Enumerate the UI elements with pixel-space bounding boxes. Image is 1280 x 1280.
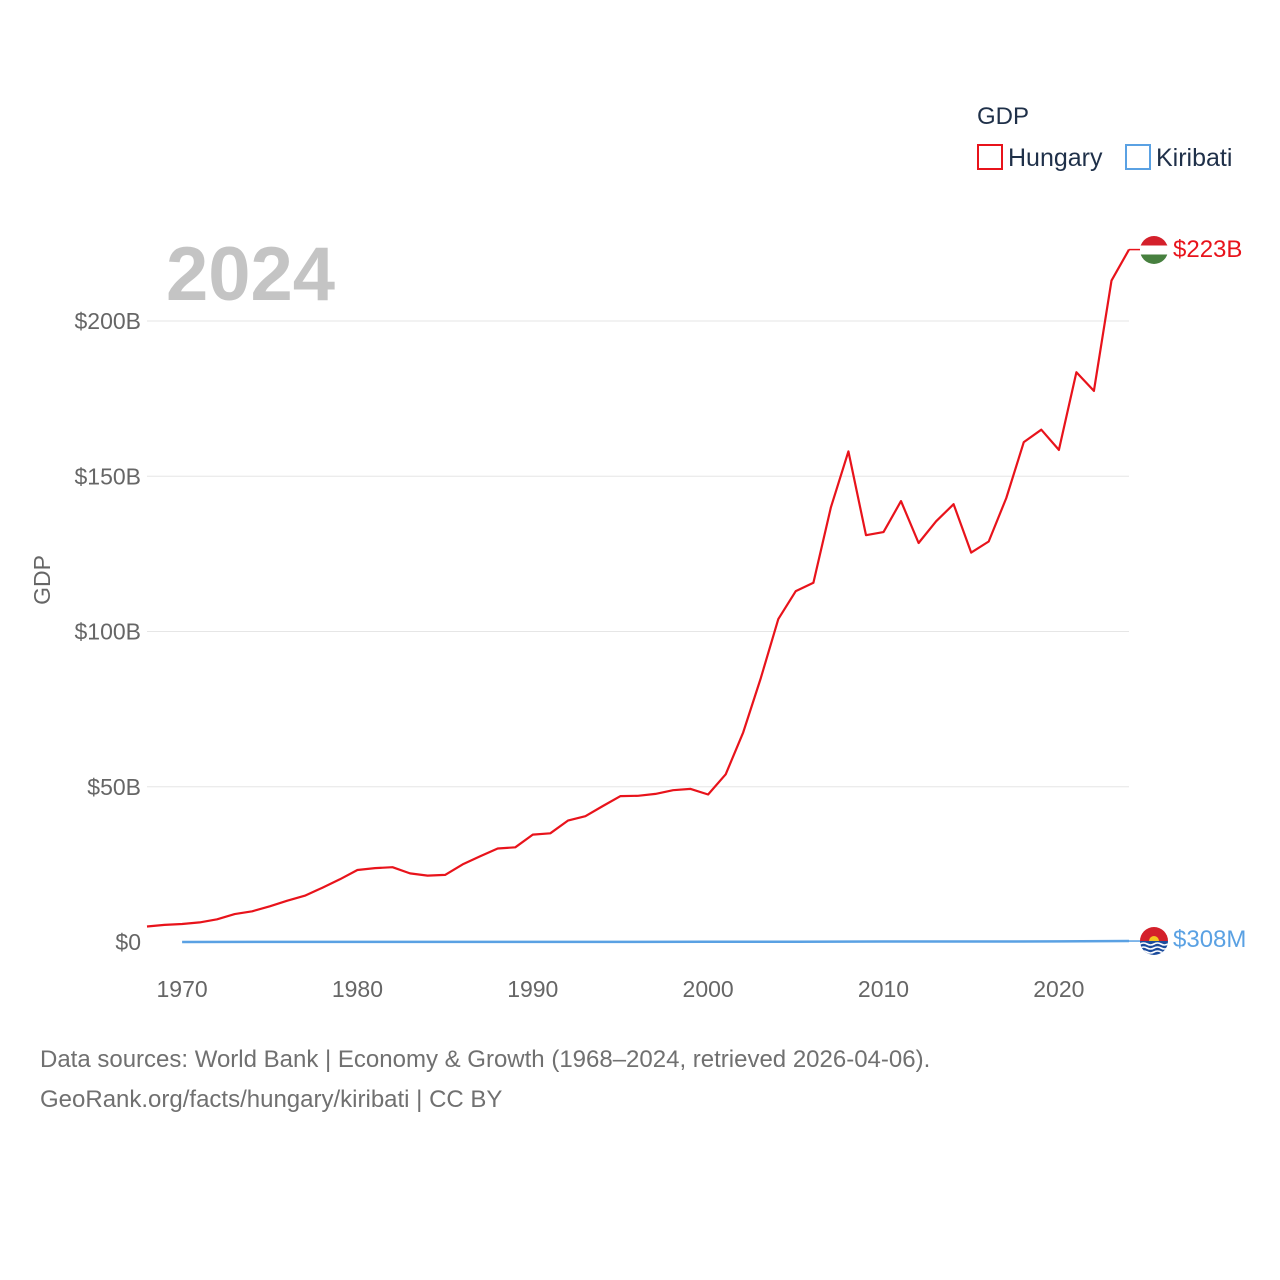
y-tick-label: $150B [74, 463, 141, 489]
y-tick-label: $0 [115, 929, 141, 955]
data-source-note: Data sources: World Bank | Economy & Gro… [40, 1046, 931, 1073]
legend-title: GDP [977, 103, 1029, 130]
end-value-label-kiribati: $308M [1173, 926, 1246, 953]
kiribati-flag-icon [1140, 927, 1168, 955]
x-tick-label: 1980 [332, 976, 383, 1002]
footer: Data sources: World Bank | Economy & Gro… [40, 1040, 930, 1120]
legend-item-kiribati[interactable]: Kiribati [1125, 144, 1232, 172]
x-axis-ticks: 1970 1980 1990 2000 2010 2020 [156, 976, 1084, 1002]
legend-item-hungary[interactable]: Hungary [977, 144, 1103, 172]
y-tick-label: $200B [74, 308, 141, 334]
x-tick-label: 2010 [858, 976, 909, 1002]
x-tick-label: 1970 [156, 976, 207, 1002]
end-value-label-hungary: $223B [1173, 236, 1242, 263]
legend-swatch-hungary [977, 144, 1003, 170]
legend-label-hungary: Hungary [1008, 144, 1103, 172]
legend: GDP Hungary Kiribati [977, 103, 1232, 172]
attribution-link[interactable]: GeoRank.org/facts/hungary/kiribati | CC … [40, 1086, 503, 1113]
y-tick-label: $50B [87, 774, 141, 800]
x-tick-label: 2000 [683, 976, 734, 1002]
legend-label-kiribati: Kiribati [1156, 144, 1232, 172]
y-axis-label: GDP [29, 555, 55, 605]
series-lines [146, 248, 1140, 944]
current-year-label: 2024 [166, 232, 335, 317]
hungary-flag-icon [1140, 236, 1168, 264]
legend-swatch-kiribati [1125, 144, 1151, 170]
series-line-hungary[interactable] [146, 249, 1130, 928]
gridlines [147, 320, 1129, 788]
y-axis-ticks: $0 $50B $100B $150B $200B [74, 308, 141, 955]
x-tick-label: 2020 [1033, 976, 1084, 1002]
y-tick-label: $100B [74, 619, 141, 645]
x-tick-label: 1990 [507, 976, 558, 1002]
series-line-kiribati[interactable] [182, 939, 1130, 944]
